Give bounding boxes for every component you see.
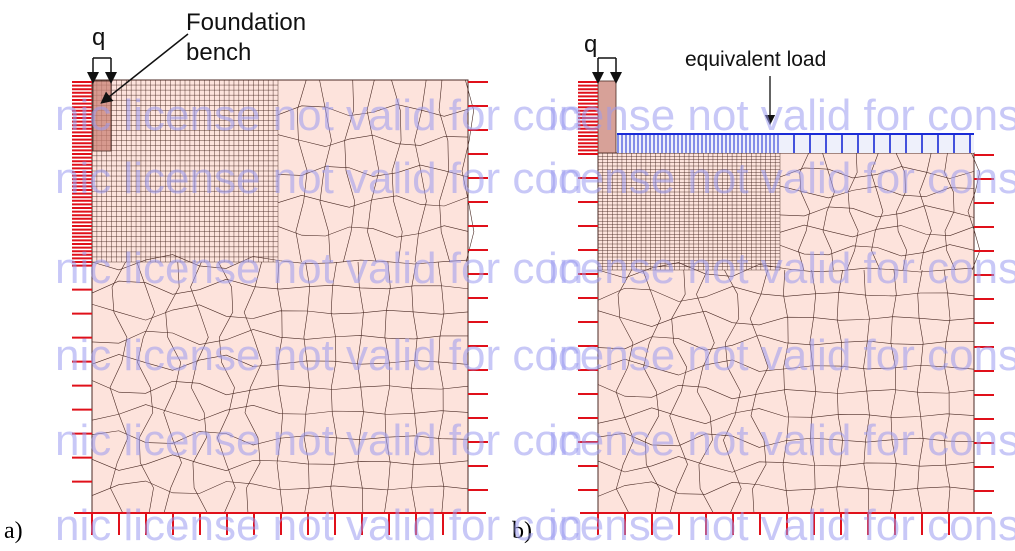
watermark-text: nic license not valid for con: [55, 501, 583, 550]
panel-a: q Foundation bench a): [4, 9, 488, 544]
mesh-line: [438, 79, 451, 263]
watermark-text: nic license not valid for con: [55, 331, 583, 380]
mesh-line: [779, 244, 975, 257]
mesh-line: [277, 164, 469, 178]
mesh-line: [243, 261, 263, 514]
mesh-line: [597, 262, 975, 279]
mesh-line: [330, 261, 337, 514]
watermark-text: icense not valid for consu: [548, 416, 1015, 465]
mesh-line: [91, 254, 469, 271]
mesh-line: [944, 152, 956, 271]
mesh-line: [615, 269, 635, 514]
mesh-line: [597, 481, 975, 497]
mesh-line: [319, 79, 332, 263]
mesh-line: [391, 79, 403, 263]
equivalent-load-label: equivalent load: [685, 48, 826, 71]
mesh-line: [277, 134, 469, 147]
mesh-line: [276, 261, 284, 514]
supports-b: [578, 81, 994, 535]
mesh-line: [782, 269, 790, 514]
watermark-text: nic license not valid for con: [55, 154, 583, 203]
mesh-line: [863, 269, 870, 514]
mesh-line: [895, 152, 908, 271]
watermark-text: nic license not valid for con: [55, 244, 583, 293]
mesh-line: [410, 261, 418, 514]
panel-label-b: b): [512, 518, 532, 544]
mesh-line: [916, 269, 924, 514]
mesh-line: [217, 261, 236, 514]
mesh-line: [846, 152, 859, 271]
load-label-a: q: [92, 24, 105, 51]
supports-a: [72, 81, 488, 535]
mesh-line: [696, 269, 715, 514]
mesh-line: [190, 261, 209, 514]
mesh-line: [109, 261, 129, 514]
mesh-line: [136, 261, 155, 514]
mesh-line: [870, 152, 884, 271]
watermark-text: icense not valid for consu: [548, 331, 1015, 380]
mesh-line: [597, 334, 975, 351]
watermark-text: icense not valid for consu: [548, 244, 1015, 293]
mesh-line: [91, 480, 469, 496]
mesh-line: [597, 456, 975, 473]
load-arrow-icon: [592, 57, 622, 84]
load-label-b: q: [584, 31, 597, 58]
mesh-line: [943, 269, 951, 514]
mesh-line: [295, 79, 308, 263]
mesh-line: [779, 224, 975, 238]
pointer-arrow-icon: [100, 33, 189, 104]
mesh-line: [779, 185, 975, 199]
mesh-line: [357, 261, 364, 514]
mesh-line: [91, 278, 469, 295]
mesh-line: [91, 329, 469, 345]
mesh-grid-a: [91, 79, 475, 514]
mesh-line: [749, 269, 769, 514]
mesh-line: [384, 261, 391, 514]
mesh-line: [91, 454, 469, 471]
load-arrow-icon: [87, 57, 117, 84]
mesh-line: [343, 79, 355, 263]
mesh-line: [597, 384, 975, 400]
watermark-text: nic license not valid for con: [55, 91, 583, 140]
watermark-text: icense not valid for consu: [548, 91, 1015, 140]
mesh-grid-b: [597, 152, 981, 514]
mesh-line: [597, 286, 975, 302]
mesh-line: [277, 225, 469, 238]
mesh-line: [779, 166, 975, 179]
watermark-text: icense not valid for consu: [548, 501, 1015, 550]
mesh-line: [669, 269, 688, 514]
mesh-line: [91, 354, 469, 371]
mesh-line: [836, 269, 843, 514]
mesh-line: [597, 407, 975, 424]
mesh-domain-a: [91, 79, 469, 514]
mesh-line: [91, 303, 469, 321]
mesh-line: [890, 269, 897, 514]
mesh-domain-b: [597, 152, 975, 514]
mesh-line: [163, 261, 182, 514]
mesh-line: [597, 432, 975, 448]
watermark-text: nic license not valid for con: [55, 416, 583, 465]
mesh-line: [779, 205, 975, 218]
foundation-bench-label: Foundation bench: [186, 9, 313, 66]
mesh-line: [461, 79, 475, 263]
mesh-line: [366, 79, 380, 263]
mesh-line: [91, 380, 469, 396]
mesh-line: [277, 104, 469, 117]
panel-b: q equivalent load b): [512, 31, 994, 544]
mesh-line: [597, 310, 975, 327]
mesh-line: [437, 261, 445, 514]
mesh-line: [91, 404, 469, 421]
equivalent-load-b: [617, 133, 974, 153]
panel-label-a: a): [4, 518, 23, 544]
mesh-line: [822, 152, 835, 271]
mesh-line: [91, 430, 469, 446]
mesh-line: [798, 152, 810, 271]
watermark-text: icense not valid for consu: [548, 154, 1015, 203]
mesh-line: [277, 195, 469, 208]
mesh-line: [723, 269, 742, 514]
mesh-line: [642, 269, 661, 514]
mesh-line: [597, 358, 975, 376]
